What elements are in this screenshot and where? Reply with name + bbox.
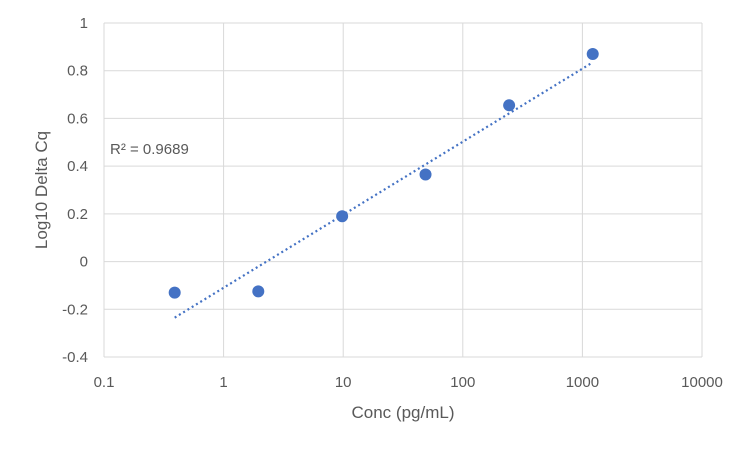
- x-tick-label: 10000: [681, 374, 723, 391]
- tick-labels: -0.4 -0.2 0 0.2 0.4 0.6 0.8 1 0.1 1 10 100 1000 10000: [62, 15, 723, 391]
- data-point: [252, 285, 265, 298]
- x-tick-label: 0.1: [94, 374, 115, 391]
- y-tick-label: 0: [80, 254, 88, 271]
- y-tick-label: -0.4: [62, 349, 88, 366]
- gridlines: [103, 22, 703, 358]
- trendline: [174, 61, 594, 319]
- x-tick-label: 10: [335, 374, 352, 391]
- trendline-layer: [174, 61, 594, 319]
- y-tick-label: -0.2: [62, 301, 88, 318]
- data-point: [586, 48, 599, 61]
- x-tick-label: 1000: [566, 374, 599, 391]
- data-point: [503, 99, 516, 112]
- x-tick-label: 1: [219, 374, 227, 391]
- y-tick-label: 1: [80, 15, 88, 32]
- y-tick-label: 0.2: [67, 206, 88, 223]
- y-tick-label: 0.4: [67, 158, 88, 175]
- data-point: [168, 286, 181, 299]
- r-squared-annotation: R² = 0.9689: [110, 141, 189, 158]
- data-point: [419, 168, 432, 181]
- data-points: [168, 48, 599, 299]
- x-axis-title: Conc (pg/mL): [352, 403, 455, 422]
- y-axis-title: Log10 Delta Cq: [32, 131, 51, 249]
- y-tick-label: 0.6: [67, 110, 88, 127]
- x-tick-label: 100: [450, 374, 475, 391]
- data-point: [336, 210, 349, 223]
- y-tick-label: 0.8: [67, 63, 88, 80]
